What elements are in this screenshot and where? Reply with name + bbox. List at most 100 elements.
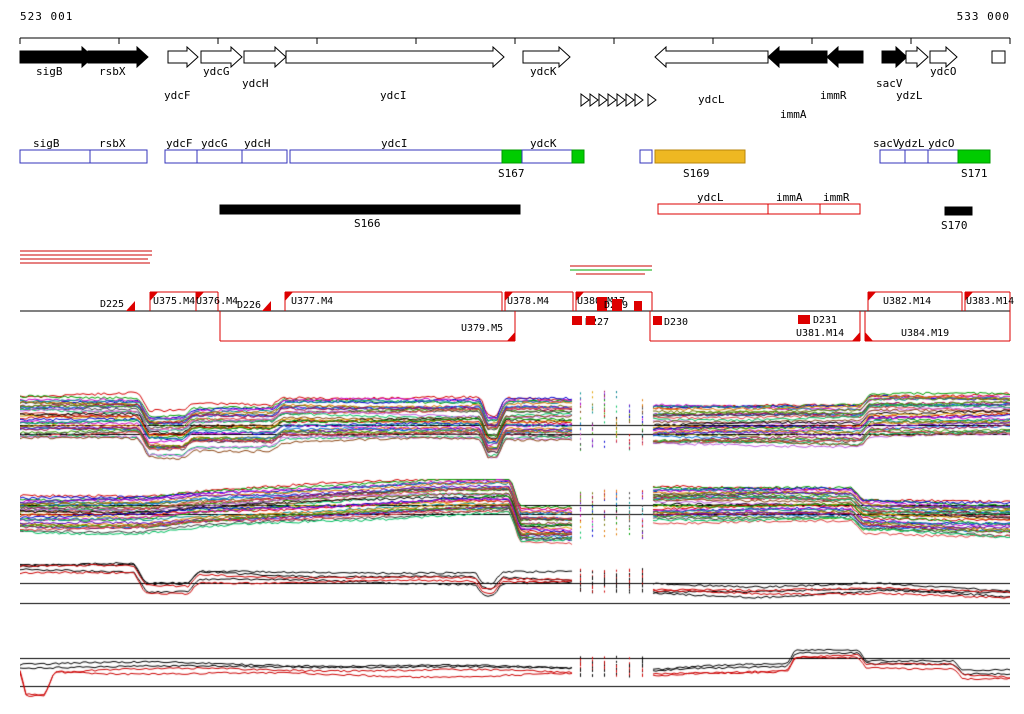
probe-marker-D231[interactable]: D231 (798, 315, 837, 326)
expression-canvas-4 (20, 640, 1010, 712)
tu-S171[interactable]: S171 (957, 149, 991, 180)
label: sigB (36, 65, 63, 78)
label: U378.M4 (507, 296, 549, 307)
tu-ydcI[interactable]: ydcI (289, 137, 503, 164)
probe-marker-D225[interactable]: D225 (100, 299, 135, 311)
probe-segment-U376.M4[interactable]: U376.M4 (195, 291, 238, 311)
label: ydzL (898, 137, 925, 150)
label: D225 (100, 299, 124, 310)
tu-ydzL[interactable]: ydzL (898, 137, 929, 164)
probe-block (586, 316, 595, 325)
tu-segment[interactable] (571, 149, 585, 164)
expression-canvas-3 (20, 553, 1010, 623)
label: ydcL (698, 93, 725, 106)
feature-immR[interactable]: immR (819, 191, 861, 215)
label: immA (776, 191, 803, 204)
small-feature-triangle[interactable] (607, 93, 617, 107)
label: ydcH (244, 137, 271, 150)
label: U377.M4 (291, 296, 333, 307)
tu-sigB[interactable]: sigB (19, 137, 91, 164)
probe-segment-U384.M19[interactable]: U384.M19 (864, 311, 1011, 342)
gene-ydcF[interactable]: ydcF (164, 45, 199, 102)
gene-ydcI[interactable]: ydcI (285, 45, 505, 102)
expression-canvas-1 (20, 388, 1010, 466)
label: S166 (354, 217, 381, 230)
gene-partial[interactable] (991, 50, 1006, 64)
probe-segment-U377.M4[interactable]: U377.M4 (284, 291, 503, 311)
label: sigB (33, 137, 60, 150)
label: ydcH (242, 77, 269, 90)
label: U375.M4 (153, 296, 195, 307)
label: immR (820, 89, 847, 102)
probe-marker-D226[interactable]: D226 (237, 300, 271, 311)
gene-ydcO[interactable]: ydcO (929, 45, 958, 78)
label: immR (823, 191, 850, 204)
gene-arrow (285, 45, 505, 69)
probe-marker-D227[interactable]: D227 (572, 316, 609, 328)
gene-sigB[interactable]: sigB (19, 45, 94, 78)
gene-arrow (767, 45, 828, 69)
label: U381.M14 (796, 328, 844, 339)
label: ydcF (164, 89, 191, 102)
gene-ydcK[interactable]: ydcK (522, 45, 571, 78)
tu-ydcK[interactable]: ydcK (521, 137, 573, 164)
tu-S169[interactable]: S169 (654, 149, 746, 180)
probe-segment-U375.M4[interactable]: U375.M4 (149, 291, 197, 311)
label: U383.M14 (966, 296, 1014, 307)
label: sacV (873, 137, 900, 150)
label: ydcK (530, 65, 557, 78)
gene-arrow (243, 45, 287, 69)
small-feature-triangle[interactable] (598, 93, 608, 107)
tu-segment[interactable] (639, 149, 653, 164)
probe-block (634, 301, 642, 311)
small-feature-triangle[interactable] (625, 93, 635, 107)
feature-immA[interactable]: immA (767, 191, 821, 215)
gene-arrow (826, 45, 864, 69)
small-feature-triangle[interactable] (634, 93, 644, 107)
probe-segment-U382.M14[interactable]: U382.M14 (867, 291, 963, 311)
annotation-diagram: sigB rsbX ydcF ydcG ydcH ydcI ydcK ydcL immA immR… (19, 37, 1014, 342)
label: ydcF (166, 137, 193, 150)
gene-immA[interactable]: immA (767, 45, 828, 121)
gene-ydcG[interactable]: ydcG (200, 45, 243, 78)
tu-ydcH[interactable]: ydcH (241, 137, 288, 164)
expression-canvas-2 (20, 478, 1010, 546)
feature-ydcL[interactable]: ydcL (657, 191, 769, 215)
gene-sacV[interactable]: sacV (876, 45, 908, 90)
label: S167 (498, 167, 525, 180)
gene-immR[interactable]: immR (820, 45, 864, 102)
feature-S166[interactable]: S166 (219, 204, 521, 230)
gene-arrow (905, 45, 929, 69)
gene-arrow (200, 45, 243, 69)
gene-ydzL[interactable]: ydzL (896, 45, 929, 102)
tu-ydcF[interactable]: ydcF (164, 137, 198, 164)
gene-rsbX[interactable]: rsbX (87, 45, 149, 78)
tu-rsbX[interactable]: rsbX (89, 137, 148, 164)
label: U382.M14 (883, 296, 931, 307)
label: ydcO (928, 137, 955, 150)
feature-S170[interactable]: S170 (941, 206, 973, 232)
ruler-start-label: 523 001 (20, 10, 74, 23)
expression-track-2 (20, 478, 1010, 546)
gene-ydcL[interactable]: ydcL (654, 45, 769, 106)
label: ydcI (380, 89, 407, 102)
label: S170 (941, 219, 968, 232)
probe-segment-U379.M5[interactable]: U379.M5 (219, 311, 516, 342)
probe-marker-D230[interactable]: D230 (653, 316, 688, 328)
tu-ydcO[interactable]: ydcO (927, 137, 959, 164)
label: D230 (664, 317, 688, 328)
tu-S167[interactable]: S167 (498, 149, 525, 180)
label: ydcO (930, 65, 957, 78)
probe-segment-U378.M4[interactable]: U378.M4 (504, 291, 574, 311)
small-feature-triangle[interactable] (580, 93, 590, 107)
tu-ydcG[interactable]: ydcG (196, 137, 243, 164)
gene-ydcH[interactable]: ydcH (242, 45, 287, 90)
small-feature-triangle[interactable] (616, 93, 626, 107)
gene-arrow (167, 45, 199, 69)
label: ydcG (203, 65, 230, 78)
gene-arrow (929, 45, 958, 69)
probe-segment-U383.M14[interactable]: U383.M14 (964, 291, 1014, 311)
probe-segment-U381.M14[interactable]: U381.M14 (649, 311, 861, 342)
small-feature-triangle[interactable] (589, 93, 599, 107)
small-feature-triangle[interactable] (647, 93, 657, 107)
